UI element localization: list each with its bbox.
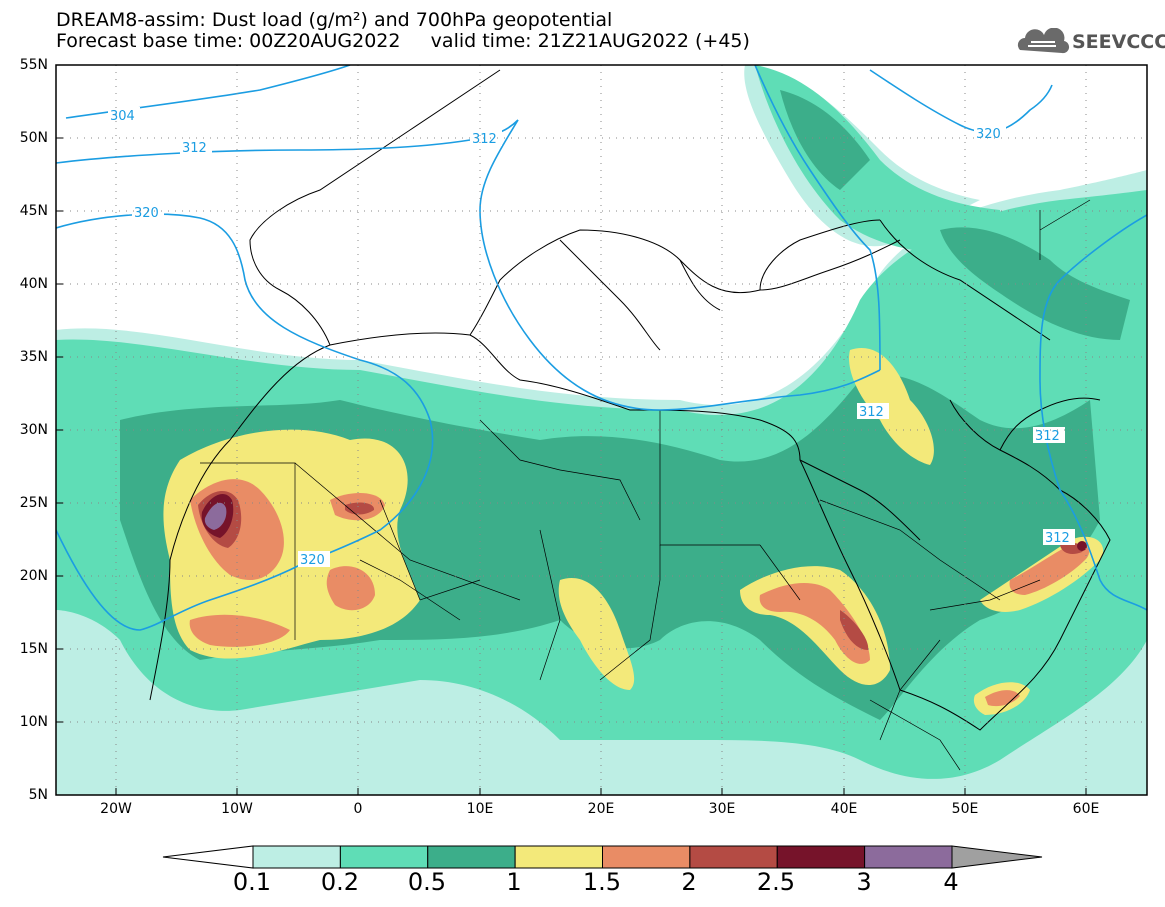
contour-label-312-b: 312 [472,132,497,147]
map-title: DREAM8-assim: Dust load (g/m²) and 700hP… [56,9,613,31]
colorbar-label: 4 [943,868,959,896]
dust-layer-3 [204,502,227,530]
contour-label-312-c: 312 [859,405,884,420]
colorbar-label: 2.5 [756,868,796,896]
contour-label-312-a: 312 [182,141,207,156]
lon-label: 0 [353,801,363,817]
lon-label: 30E [708,801,736,817]
lon-label: 60E [1072,801,1100,817]
lat-label: 5N [28,787,48,803]
lon-label: 40E [830,801,858,817]
colorbar-label: 3 [856,868,872,896]
lat-label: 45N [19,203,48,219]
colorbar-label: 1 [506,868,522,896]
map-subtitle: Forecast base time: 00Z20AUG2022 valid t… [56,30,750,52]
colorbar-label: 0.2 [320,868,360,896]
colorbar-label: 1.5 [582,868,622,896]
lon-label: 10E [466,801,494,817]
lat-label: 55N [19,57,48,73]
contour-label-320-c: 320 [976,127,1001,142]
geopotential-contours [56,65,1147,631]
axis-ticks [56,137,1087,795]
lat-label: 25N [19,495,48,511]
lat-label: 15N [19,641,48,657]
lat-label: 35N [19,349,48,365]
colorbar-label: 0.1 [232,868,272,896]
contour-label-304: 304 [110,109,135,124]
logo-text: SEEVCCC [1072,31,1165,53]
contour-labels: 304 312 312 320 320 320 312 312 312 [108,107,1075,568]
contour-label-320-b: 320 [300,553,325,568]
lon-label: 10W [221,801,253,817]
lon-label: 20W [100,801,132,817]
lon-label: 20E [587,801,615,817]
lat-label: 10N [19,714,48,730]
lat-label: 20N [19,568,48,584]
contour-label-320-a: 320 [134,206,159,221]
lat-label: 50N [19,130,48,146]
cloud-icon [1017,28,1070,54]
colorbar-label: 2 [681,868,697,896]
borders [200,199,1091,771]
coastlines [149,69,1111,731]
contour-label-312-d: 312 [1035,429,1060,444]
lat-label: 40N [19,276,48,292]
colorbar-label: 0.5 [407,868,447,896]
grid-lines [56,65,1147,795]
lat-label: 30N [19,422,48,438]
contour-label-312-e: 312 [1045,531,1070,546]
lon-label: 50E [951,801,979,817]
